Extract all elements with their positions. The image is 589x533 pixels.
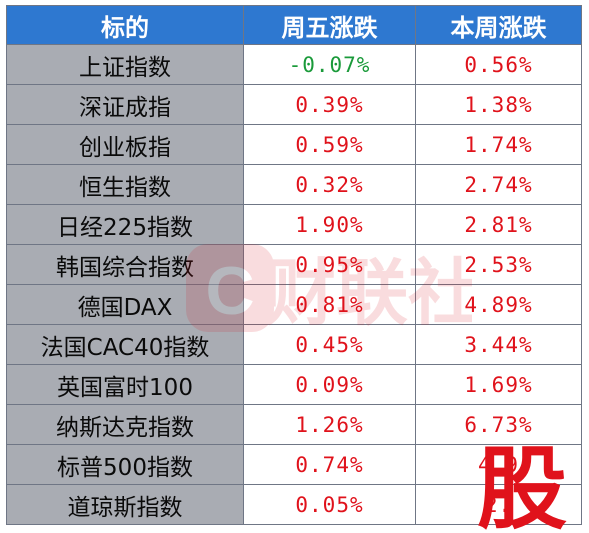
- table-row: 德国DAX 0.81% 4.89%: [6, 285, 582, 325]
- weekly-change: 0.56%: [416, 45, 582, 85]
- instrument-name: 创业板指: [6, 125, 244, 165]
- friday-change: 0.45%: [244, 325, 416, 365]
- table-header: 标的 周五涨跌 本周涨跌: [6, 5, 582, 45]
- friday-change: 0.81%: [244, 285, 416, 325]
- instrument-name: 韩国综合指数: [6, 245, 244, 285]
- weekly-change: 4.9: [416, 445, 582, 485]
- header-friday-change: 周五涨跌: [244, 5, 416, 45]
- friday-change: 0.09%: [244, 365, 416, 405]
- table-row: 标普500指数 0.74% 4.9: [6, 445, 582, 485]
- table-body: 上证指数 -0.07% 0.56% 深证成指 0.39% 1.38% 创业板指 0.59% 1.…: [6, 45, 582, 525]
- friday-change: 0.74%: [244, 445, 416, 485]
- weekly-change: 1.38%: [416, 85, 582, 125]
- weekly-change: 6.73%: [416, 405, 582, 445]
- table-row: 深证成指 0.39% 1.38%: [6, 85, 582, 125]
- weekly-change: 2.53%: [416, 245, 582, 285]
- instrument-name: 法国CAC40指数: [6, 325, 244, 365]
- instrument-name: 标普500指数: [6, 445, 244, 485]
- friday-change: 0.32%: [244, 165, 416, 205]
- instrument-name: 恒生指数: [6, 165, 244, 205]
- weekly-change: 2.: [416, 485, 582, 525]
- instrument-name: 英国富时100: [6, 365, 244, 405]
- friday-change: 0.39%: [244, 85, 416, 125]
- table-row: 英国富时100 0.09% 1.69%: [6, 365, 582, 405]
- weekly-change: 1.69%: [416, 365, 582, 405]
- table-row: 恒生指数 0.32% 2.74%: [6, 165, 582, 205]
- weekly-change: 3.44%: [416, 325, 582, 365]
- weekly-change: 2.81%: [416, 205, 582, 245]
- table-row: 纳斯达克指数 1.26% 6.73%: [6, 405, 582, 445]
- index-performance-table: 标的 周五涨跌 本周涨跌 上证指数 -0.07% 0.56% 深证成指 0.39% 1.3…: [6, 5, 582, 525]
- friday-change: 0.59%: [244, 125, 416, 165]
- table-row: 日经225指数 1.90% 2.81%: [6, 205, 582, 245]
- instrument-name: 道琼斯指数: [6, 485, 244, 525]
- instrument-name: 日经225指数: [6, 205, 244, 245]
- friday-change: 0.95%: [244, 245, 416, 285]
- instrument-name: 纳斯达克指数: [6, 405, 244, 445]
- friday-change: 1.90%: [244, 205, 416, 245]
- table-row: 法国CAC40指数 0.45% 3.44%: [6, 325, 582, 365]
- friday-change: 0.05%: [244, 485, 416, 525]
- weekly-change: 2.74%: [416, 165, 582, 205]
- table-row: 创业板指 0.59% 1.74%: [6, 125, 582, 165]
- friday-change: 1.26%: [244, 405, 416, 445]
- header-weekly-change: 本周涨跌: [416, 5, 582, 45]
- table-row: 道琼斯指数 0.05% 2.: [6, 485, 582, 525]
- instrument-name: 德国DAX: [6, 285, 244, 325]
- instrument-name: 上证指数: [6, 45, 244, 85]
- header-instrument: 标的: [6, 5, 244, 45]
- instrument-name: 深证成指: [6, 85, 244, 125]
- table-row: 韩国综合指数 0.95% 2.53%: [6, 245, 582, 285]
- weekly-change: 1.74%: [416, 125, 582, 165]
- weekly-change: 4.89%: [416, 285, 582, 325]
- table-row: 上证指数 -0.07% 0.56%: [6, 45, 582, 85]
- friday-change: -0.07%: [244, 45, 416, 85]
